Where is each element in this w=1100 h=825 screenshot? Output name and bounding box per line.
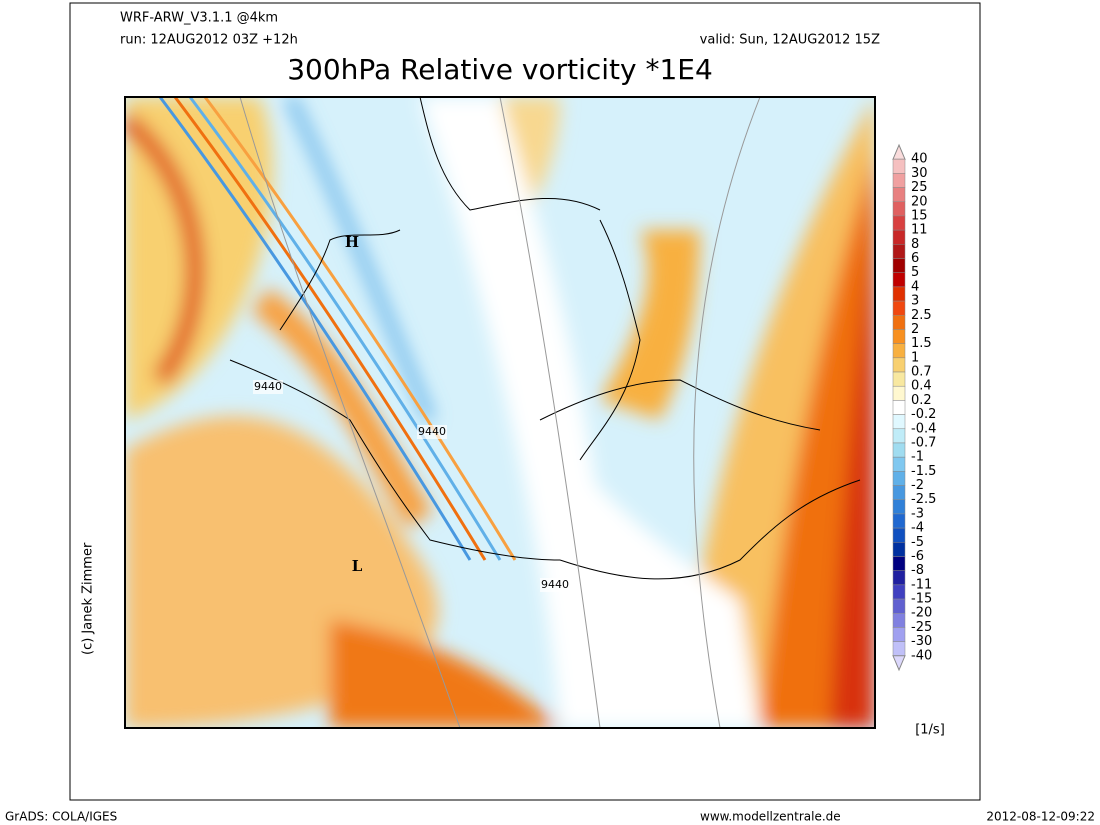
colorbar-box (892, 187, 906, 203)
colorbar-box (892, 371, 906, 387)
colorbar-label: 0.4 (911, 379, 932, 394)
colorbar-box (892, 471, 906, 486)
colorbar-label: -0.7 (911, 435, 936, 450)
colorbar-box (892, 542, 906, 557)
colorbar-label: 4 (911, 279, 919, 294)
colorbar-box (892, 556, 906, 571)
contour-label-bg (253, 380, 283, 394)
colorbar-box (892, 286, 906, 302)
contour-label: 9440 (541, 578, 569, 591)
colorbar-label: 25 (911, 180, 928, 195)
contour-label-bg (417, 425, 447, 439)
colorbar-label: 1.5 (911, 336, 932, 351)
colorbar-box (892, 244, 906, 259)
map-border (124, 96, 876, 729)
colorbar-box (892, 173, 906, 188)
colorbar-box (892, 215, 906, 231)
colorbar-label: -0.4 (911, 421, 936, 436)
colorbar-label: -8 (911, 563, 924, 578)
colorbar-label: 30 (911, 166, 928, 181)
colorbar-box (892, 385, 906, 401)
colorbar-box (892, 499, 906, 515)
colorbar-label: 5 (911, 265, 919, 280)
title: 300hPa Relative vorticity *1E4 (287, 53, 713, 86)
colorbar-box (892, 612, 906, 628)
colorbar-label: -0.2 (911, 407, 936, 422)
colorbar-label: -30 (911, 634, 932, 649)
colorbar-box (892, 485, 906, 500)
colorbar-label: -1.5 (911, 464, 936, 479)
colorbar-label: -1 (911, 450, 924, 465)
colorbar-label: 15 (911, 208, 928, 223)
colorbar-box (892, 513, 906, 529)
colorbar-label: -3 (911, 506, 924, 521)
contour-label: 9440 (254, 380, 282, 393)
frame (69, 2, 981, 801)
map-labels: 9440 9440 9440 H L (253, 233, 570, 592)
colorbar-box (892, 627, 906, 642)
colorbar-label: 40 (911, 152, 928, 167)
colorbar-box (892, 258, 906, 273)
colorbar-label: -11 (911, 577, 932, 592)
colorbar-box (892, 357, 906, 373)
map-field (125, 97, 875, 728)
colorbar-box (892, 272, 906, 288)
colorbar-label: 8 (911, 237, 919, 252)
colorbar-box (892, 343, 906, 359)
colorbar-label: 20 (911, 194, 928, 209)
colorbar-box (892, 329, 906, 344)
colorbar-label: -40 (911, 648, 932, 663)
colorbar-box (892, 315, 906, 330)
colorbar: 403025201511865432.521.510.70.40.2-0.2-0… (892, 143, 936, 672)
colorbar-box (892, 456, 906, 472)
colorbar-label: 6 (911, 251, 919, 266)
model-label: WRF-ARW_V3.1.1 @4km (120, 11, 278, 26)
colorbar-label: 0.7 (911, 365, 932, 380)
colorbar-box (892, 300, 906, 316)
colorbar-box (892, 527, 906, 543)
footer-timestamp: 2012-08-12-09:22 (986, 810, 1095, 824)
colorbar-label: 2 (911, 322, 919, 337)
colorbar-label: 0.2 (911, 393, 932, 408)
contour-label-bg (540, 578, 570, 592)
colorbar-box (892, 400, 906, 415)
colorbar-label: -4 (911, 521, 924, 536)
colorbar-label: -20 (911, 606, 932, 621)
footer-software: GrADS: COLA/IGES (5, 810, 117, 824)
colorbar-box (892, 428, 906, 444)
contour-label: 9440 (418, 425, 446, 438)
unit-label: [1/s] (915, 723, 945, 738)
colorbar-label: -2.5 (911, 492, 936, 507)
credit: (c) Janek Zimmer (81, 542, 96, 655)
colorbar-box (892, 598, 906, 614)
run-label: run: 12AUG2012 03Z +12h (120, 33, 298, 48)
colorbar-box (892, 201, 906, 217)
colorbar-triangle (892, 143, 906, 160)
colorbar-triangle (892, 655, 906, 672)
colorbar-label: 1 (911, 350, 919, 365)
colorbar-label: -5 (911, 535, 924, 550)
colorbar-box (892, 570, 906, 586)
high-marker: H (345, 233, 359, 251)
colorbar-label: -6 (911, 549, 924, 564)
colorbar-label: 2.5 (911, 308, 932, 323)
colorbar-box (892, 229, 906, 245)
colorbar-box (892, 442, 906, 458)
colorbar-box (892, 641, 906, 657)
colorbar-label: 11 (911, 223, 928, 238)
colorbar-label: -25 (911, 620, 932, 635)
colorbar-label: 3 (911, 294, 919, 309)
colorbar-label: -2 (911, 478, 924, 493)
footer-website: www.modellzentrale.de (700, 810, 841, 824)
colorbar-box (892, 158, 906, 174)
colorbar-box (892, 414, 906, 430)
valid-label: valid: Sun, 12AUG2012 15Z (700, 33, 880, 48)
colorbar-label: -15 (911, 592, 932, 607)
low-marker: L (352, 557, 363, 575)
colorbar-box (892, 584, 906, 600)
